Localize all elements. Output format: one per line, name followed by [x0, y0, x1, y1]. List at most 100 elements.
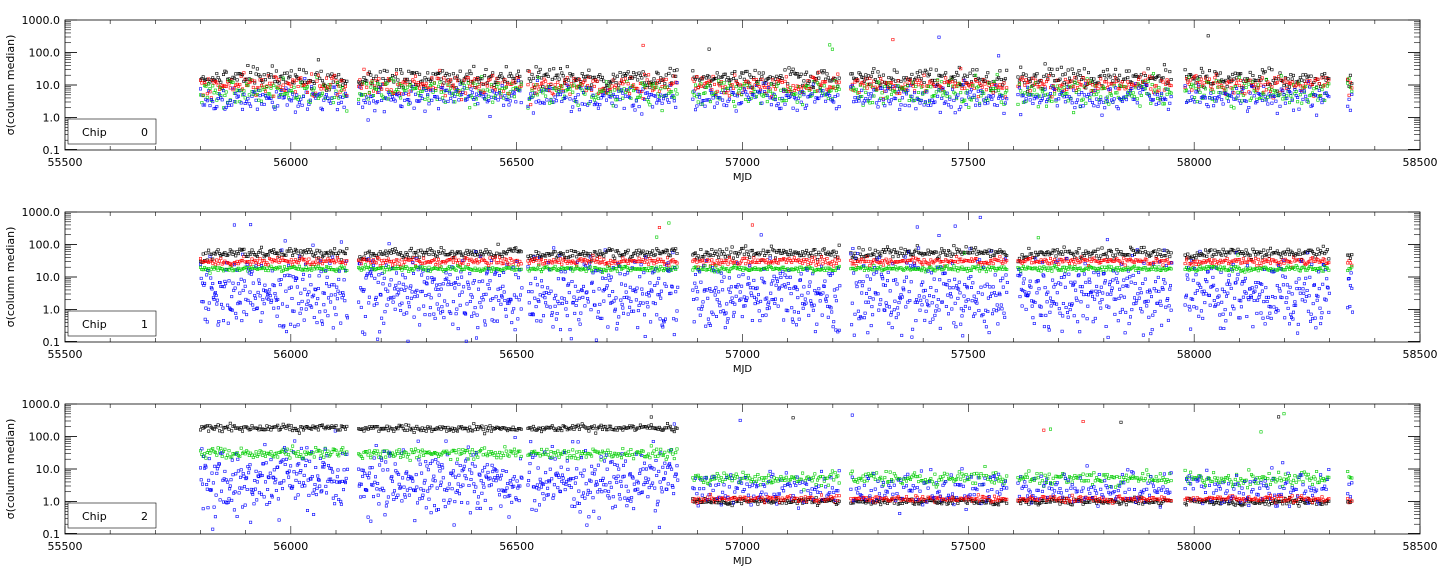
- data-point: [619, 78, 623, 82]
- data-point: [502, 89, 506, 93]
- data-point: [832, 100, 836, 104]
- data-point: [1045, 73, 1049, 77]
- data-point: [1213, 96, 1217, 100]
- data-point: [560, 100, 564, 104]
- data-point: [303, 77, 307, 81]
- data-point: [519, 84, 523, 88]
- data-point: [860, 95, 864, 99]
- data-point: [788, 72, 792, 76]
- data-point: [413, 92, 417, 96]
- data-point: [393, 307, 397, 311]
- data-point: [442, 81, 446, 85]
- data-point: [913, 89, 917, 93]
- data-point: [431, 72, 435, 76]
- data-point: [257, 262, 261, 266]
- data-point: [632, 71, 636, 75]
- data-point: [204, 251, 208, 255]
- data-point: [317, 274, 321, 278]
- data-point: [285, 304, 289, 308]
- data-point: [518, 293, 522, 297]
- data-point: [1050, 99, 1054, 103]
- data-point: [420, 97, 424, 101]
- data-point: [872, 94, 876, 98]
- data-point: [405, 77, 409, 81]
- data-point: [945, 94, 949, 98]
- data-point: [392, 250, 396, 254]
- data-point: [572, 295, 576, 299]
- data-point: [205, 95, 209, 99]
- data-point: [405, 85, 409, 89]
- data-point: [478, 301, 482, 305]
- data-point: [295, 285, 299, 289]
- data-point: [915, 71, 919, 75]
- data-point: [311, 243, 315, 247]
- data-point: [865, 86, 869, 90]
- data-point: [579, 288, 583, 292]
- data-point: [371, 77, 375, 81]
- data-point: [738, 75, 742, 79]
- data-point: [435, 95, 439, 99]
- data-point: [568, 87, 572, 91]
- data-point: [613, 95, 617, 99]
- data-point: [556, 277, 560, 281]
- data-point: [442, 76, 446, 80]
- data-point: [410, 290, 414, 294]
- data-point: [363, 93, 367, 97]
- data-point: [508, 71, 512, 75]
- data-point: [428, 313, 432, 317]
- data-point: [314, 302, 318, 306]
- data-point: [1073, 81, 1077, 85]
- data-point: [1201, 70, 1205, 74]
- data-point: [957, 108, 961, 112]
- data-point: [1118, 73, 1122, 77]
- data-point: [483, 323, 487, 327]
- data-point: [663, 86, 667, 90]
- data-point: [1076, 98, 1080, 102]
- data-point: [799, 72, 803, 76]
- data-point: [258, 89, 262, 93]
- data-point: [699, 85, 703, 89]
- data-point: [485, 272, 489, 276]
- data-point: [393, 262, 397, 266]
- data-point: [259, 245, 263, 249]
- data-point: [514, 80, 518, 84]
- data-point: [366, 118, 370, 122]
- data-point: [418, 86, 422, 90]
- data-point: [910, 72, 914, 76]
- data-point: [777, 97, 781, 101]
- data-point: [247, 93, 251, 97]
- data-point: [449, 78, 453, 82]
- data-point: [992, 103, 996, 107]
- data-point: [475, 313, 479, 317]
- data-point: [539, 319, 543, 323]
- data-point: [795, 108, 799, 112]
- data-point: [377, 90, 381, 94]
- data-point: [615, 327, 619, 331]
- data-point: [443, 94, 447, 98]
- data-point: [745, 93, 749, 97]
- data-point: [243, 279, 247, 283]
- data-point: [567, 78, 571, 82]
- data-point: [568, 328, 572, 332]
- data-point: [696, 100, 700, 104]
- data-point: [1078, 74, 1082, 78]
- data-point: [1168, 70, 1172, 74]
- data-point: [468, 106, 472, 110]
- data-point: [341, 290, 345, 294]
- data-point: [1051, 74, 1055, 78]
- data-point: [883, 104, 887, 108]
- data-point: [880, 86, 884, 90]
- data-point: [460, 98, 464, 102]
- data-point: [1244, 86, 1248, 90]
- data-point: [495, 251, 499, 255]
- data-point: [1292, 108, 1296, 112]
- data-point: [757, 71, 761, 75]
- data-point: [1189, 78, 1193, 82]
- data-point: [446, 83, 450, 87]
- data-point: [529, 282, 533, 286]
- data-point: [1055, 104, 1059, 108]
- data-point: [1256, 83, 1260, 87]
- data-point: [382, 321, 386, 325]
- data-point: [407, 93, 411, 97]
- data-point: [853, 96, 857, 100]
